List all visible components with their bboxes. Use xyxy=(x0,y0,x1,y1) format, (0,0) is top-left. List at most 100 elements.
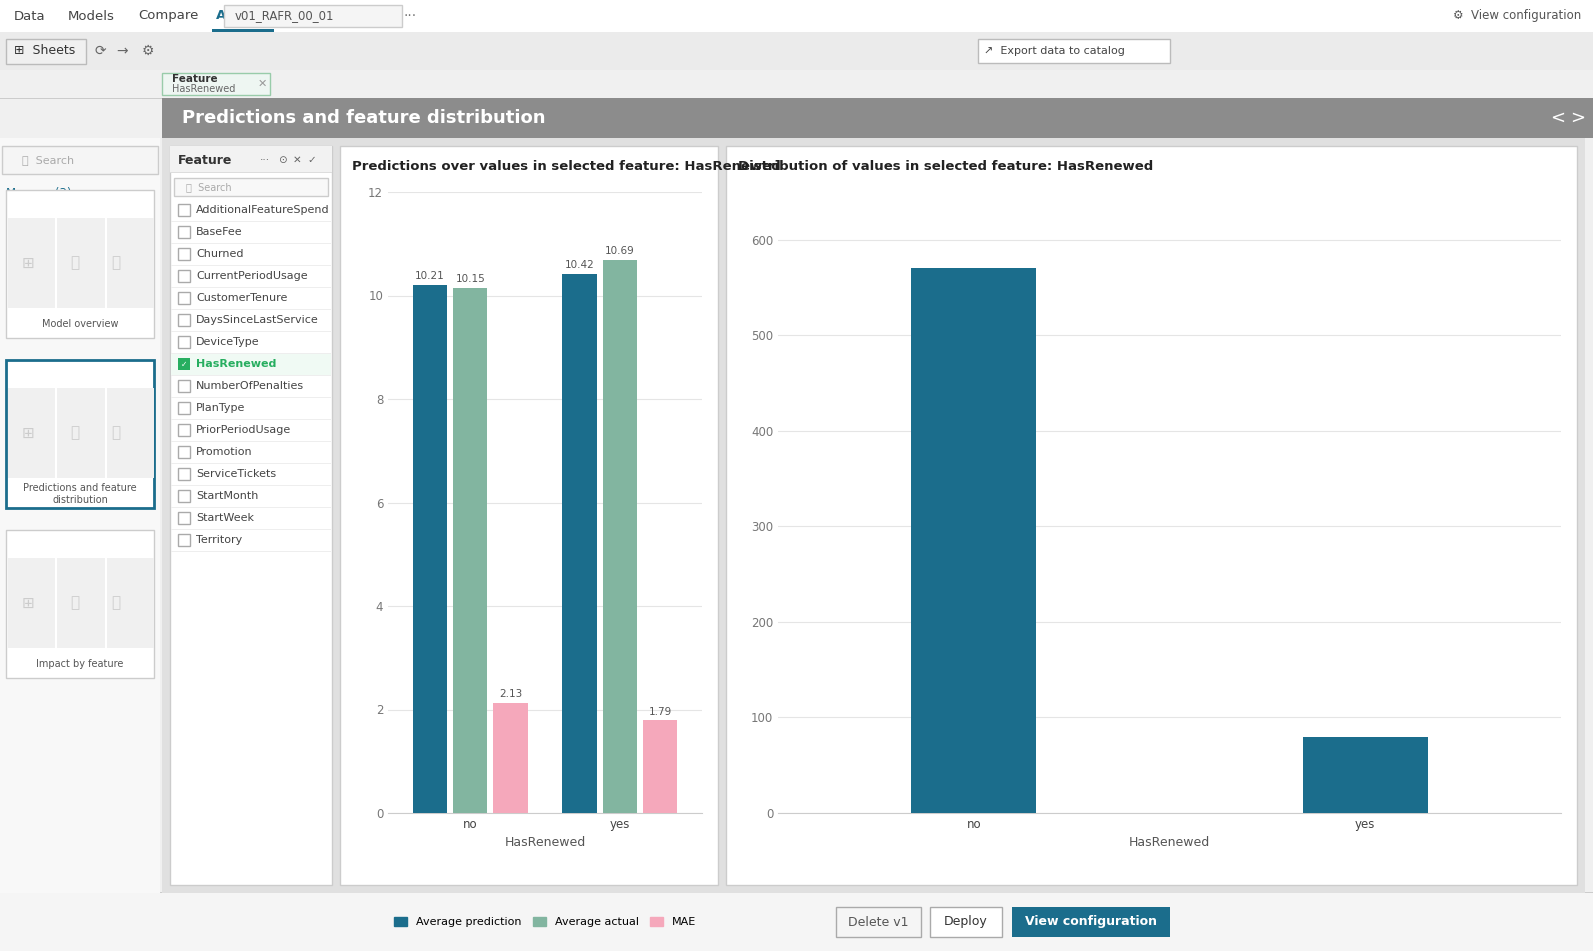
Bar xyxy=(6,190,155,338)
Text: Predictions and feature distribution: Predictions and feature distribution xyxy=(182,109,545,127)
Text: ···: ··· xyxy=(260,155,271,165)
Text: CustomerTenure: CustomerTenure xyxy=(196,293,287,303)
Text: ⟳: ⟳ xyxy=(94,44,105,58)
X-axis label: HasRenewed: HasRenewed xyxy=(505,837,586,849)
Bar xyxy=(0,32,1593,70)
Bar xyxy=(212,29,274,32)
Text: 🧩: 🧩 xyxy=(70,425,80,440)
Bar xyxy=(8,218,56,308)
Text: 🔍  Search: 🔍 Search xyxy=(22,155,75,165)
Bar xyxy=(170,397,331,398)
Bar xyxy=(0,0,1593,32)
Text: 🧩: 🧩 xyxy=(112,425,121,440)
Text: Analyze: Analyze xyxy=(217,10,274,23)
Text: 10.42: 10.42 xyxy=(564,261,594,270)
Bar xyxy=(178,314,190,326)
Bar xyxy=(178,248,190,260)
Bar xyxy=(1303,737,1427,813)
Bar xyxy=(170,146,331,885)
Bar xyxy=(170,146,331,172)
Text: v01_RAFR_00_01: v01_RAFR_00_01 xyxy=(236,10,335,23)
Bar xyxy=(726,146,1577,885)
Text: 🧩: 🧩 xyxy=(70,256,80,270)
Text: DeviceType: DeviceType xyxy=(196,337,260,347)
Bar xyxy=(836,907,921,937)
Text: ⚙  View configuration: ⚙ View configuration xyxy=(1453,10,1580,23)
Bar xyxy=(8,558,56,648)
Text: Feature: Feature xyxy=(178,153,233,166)
Text: 10.15: 10.15 xyxy=(456,274,486,284)
Text: ✓: ✓ xyxy=(182,359,188,368)
Bar xyxy=(562,274,597,813)
Bar xyxy=(178,336,190,348)
Text: Feature: Feature xyxy=(172,74,218,84)
Text: DaysSinceLastService: DaysSinceLastService xyxy=(196,315,319,325)
Bar xyxy=(107,218,155,308)
Bar xyxy=(930,907,1002,937)
Text: Churned: Churned xyxy=(196,249,244,259)
Bar xyxy=(1012,907,1169,937)
Text: HasRenewed: HasRenewed xyxy=(196,359,276,369)
Bar xyxy=(2,146,158,174)
Bar xyxy=(178,468,190,480)
Bar xyxy=(170,243,331,244)
Bar xyxy=(339,146,718,885)
Bar xyxy=(413,284,448,813)
Bar xyxy=(170,507,331,508)
Bar xyxy=(178,446,190,458)
Text: ⊞  Sheets: ⊞ Sheets xyxy=(14,45,75,57)
Text: 🔍  Search: 🔍 Search xyxy=(186,182,231,192)
Bar xyxy=(170,529,331,530)
Bar xyxy=(170,172,331,173)
Text: Deploy: Deploy xyxy=(945,916,988,928)
Bar xyxy=(170,551,331,552)
Bar xyxy=(178,226,190,238)
Bar xyxy=(178,292,190,304)
Bar xyxy=(0,892,1593,893)
Text: 10.69: 10.69 xyxy=(605,246,634,256)
Bar xyxy=(178,380,190,392)
Text: ✓: ✓ xyxy=(307,155,317,165)
Bar xyxy=(162,73,269,95)
Text: Models: Models xyxy=(68,10,115,23)
Bar xyxy=(178,204,190,216)
Bar xyxy=(494,703,527,813)
Text: Promotion: Promotion xyxy=(196,447,253,457)
Bar xyxy=(170,287,331,288)
Bar xyxy=(225,5,401,27)
Bar xyxy=(170,375,331,376)
Bar xyxy=(178,424,190,436)
Text: Impact by feature: Impact by feature xyxy=(37,659,124,669)
Text: NumberOfPenalties: NumberOfPenalties xyxy=(196,381,304,391)
Bar xyxy=(452,288,487,813)
Bar xyxy=(170,441,331,442)
Text: ServiceTickets: ServiceTickets xyxy=(196,469,276,479)
Bar xyxy=(178,270,190,282)
Bar xyxy=(162,98,1593,138)
Text: >: > xyxy=(1571,109,1585,127)
Bar xyxy=(0,70,1593,71)
Bar xyxy=(978,39,1169,63)
Text: My own (3): My own (3) xyxy=(6,187,72,201)
Bar xyxy=(6,196,56,198)
Bar xyxy=(170,353,331,354)
Text: ✕: ✕ xyxy=(258,79,266,89)
X-axis label: HasRenewed: HasRenewed xyxy=(1129,837,1211,849)
Text: PlanType: PlanType xyxy=(196,403,245,413)
Bar xyxy=(0,98,1593,99)
Text: Model overview: Model overview xyxy=(41,319,118,329)
Bar xyxy=(0,893,1593,951)
Text: Distribution of values in selected feature: HasRenewed: Distribution of values in selected featu… xyxy=(738,160,1153,173)
Text: Delete v1: Delete v1 xyxy=(847,916,908,928)
Text: BaseFee: BaseFee xyxy=(196,227,242,237)
Text: Compare: Compare xyxy=(139,10,199,23)
Bar xyxy=(170,309,331,310)
Bar xyxy=(602,260,637,813)
Text: 🧩: 🧩 xyxy=(112,595,121,611)
Text: 🧩: 🧩 xyxy=(70,595,80,611)
Text: ⊙: ⊙ xyxy=(277,155,287,165)
Text: →: → xyxy=(116,44,127,58)
Bar xyxy=(170,463,331,464)
Text: 1.79: 1.79 xyxy=(648,707,672,717)
Text: HasRenewed: HasRenewed xyxy=(172,84,236,94)
